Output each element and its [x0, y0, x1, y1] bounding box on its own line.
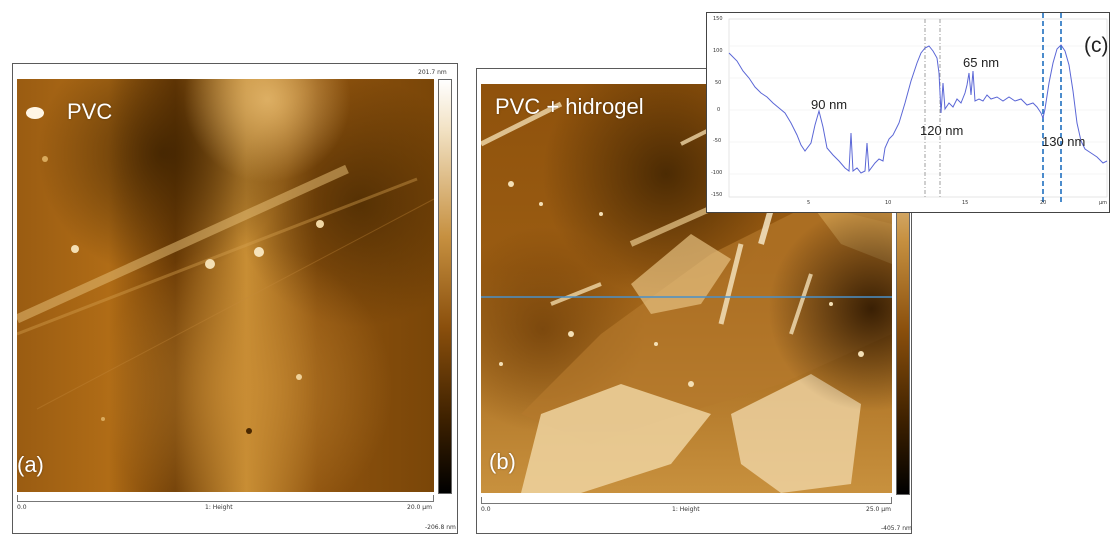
- height-profile-panel: 150 100 50 0 -50 -100 -150 5 10 15 20 µm…: [706, 12, 1110, 213]
- scale-min-a: -206.8 nm: [425, 524, 456, 531]
- axis-start-a: 0.0: [17, 504, 27, 511]
- afm-panel-a: PVC (a) 201.7 nm -206.8 nm 0.0 1: Height…: [12, 63, 458, 534]
- annotation-65nm: 65 nm: [963, 55, 1000, 70]
- height-profile-plot: [728, 13, 1108, 203]
- annotation-130nm: 130 nm: [1042, 134, 1086, 149]
- axis-start-b: 0.0: [481, 506, 491, 513]
- y-tick-neg150: -150: [711, 192, 723, 198]
- x-tick-15: 15: [962, 200, 969, 206]
- scale-min-b: -405.7 nm: [881, 525, 912, 532]
- x-tick-10: 10: [885, 200, 892, 206]
- scale-max-a: 201.7 nm: [418, 69, 447, 76]
- sample-label-pvc: PVC: [67, 99, 113, 124]
- sample-label-pvc-hidrogel: PVC + hidrogel: [495, 94, 644, 119]
- x-tick-5: 5: [807, 200, 811, 206]
- y-tick-150: 150: [713, 16, 723, 22]
- afm-image-a: [17, 79, 434, 492]
- y-tick-neg50: -50: [713, 138, 722, 144]
- x-tick-20: 20: [1040, 200, 1047, 206]
- axis-end-b: 25.0 µm: [866, 506, 891, 513]
- y-tick-100: 100: [713, 48, 723, 54]
- panel-tag-b: (b): [489, 449, 516, 474]
- annotation-120nm: 120 nm: [920, 123, 964, 138]
- x-axis-a: [17, 495, 434, 502]
- panel-tag-a: (a): [17, 452, 44, 477]
- panel-tag-c: (c): [1084, 34, 1109, 57]
- x-unit: µm: [1099, 200, 1108, 206]
- y-tick-50: 50: [715, 80, 722, 86]
- annotation-90nm: 90 nm: [811, 97, 848, 112]
- axis-title-b: 1: Height: [672, 506, 700, 513]
- x-axis-b: [481, 497, 892, 504]
- axis-title-a: 1: Height: [205, 504, 233, 511]
- y-tick-0: 0: [717, 107, 721, 113]
- axis-end-a: 20.0 µm: [407, 504, 432, 511]
- y-tick-neg100: -100: [711, 170, 723, 176]
- height-color-scale-a: [438, 79, 452, 494]
